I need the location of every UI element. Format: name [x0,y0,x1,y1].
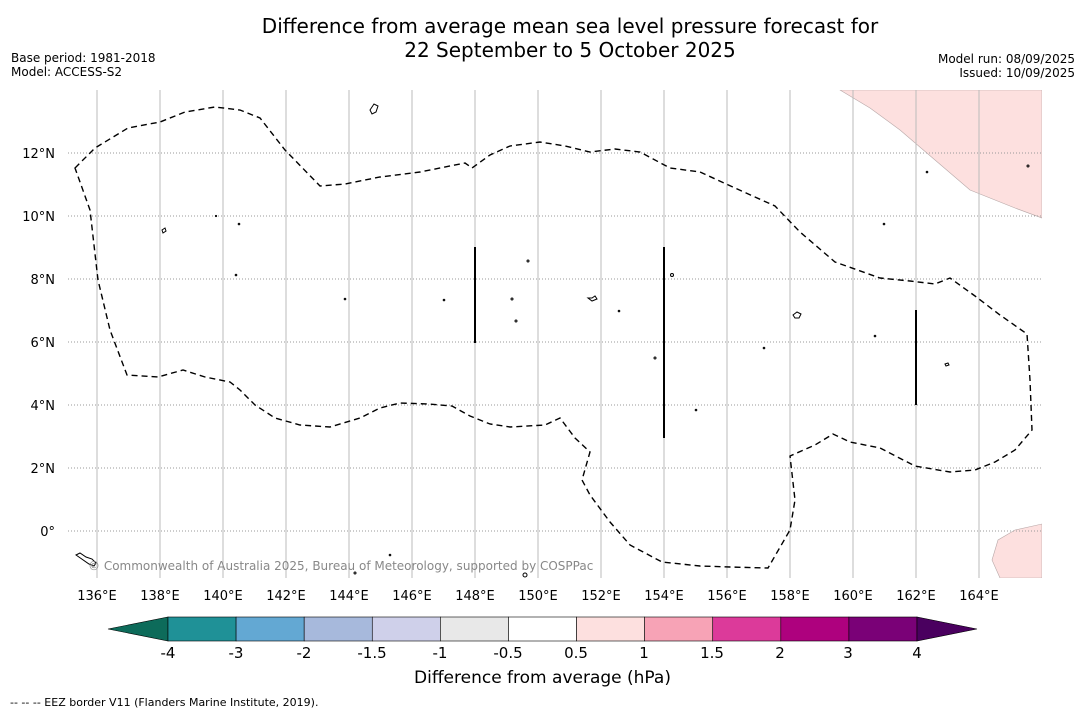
lat-label: 4°N [31,399,56,414]
lon-label: 144°E [329,589,369,604]
lon-label: 158°E [770,589,810,604]
copyright-text: © Commonwealth of Australia 2025, Bureau… [88,559,593,573]
colorbar-tick-label: -3 [229,644,244,662]
colorbar-cell [848,616,918,642]
map-area: © Commonwealth of Australia 2025, Bureau… [68,90,1042,578]
colorbar-cells [167,616,918,642]
colorbar-over-arrow [916,616,978,642]
colorbar-tick-label: -4 [161,644,176,662]
anomaly-region-southeast [991,523,1042,578]
lon-label: 164°E [959,589,999,604]
colorbar-cell [780,616,850,642]
lon-label: 138°E [140,589,180,604]
lat-label: 2°N [31,462,56,477]
lon-label: 150°E [518,589,558,604]
lon-label: 162°E [896,589,936,604]
meta-right: Model run: 08/09/2025 Issued: 10/09/2025 [938,52,1075,80]
chart-title: Difference from average mean sea level p… [0,14,1085,62]
colorbar-tick-label: -2 [297,644,312,662]
colorbar-tick-label: 1 [639,644,649,662]
colorbar-cell [644,616,714,642]
lon-label: 156°E [707,589,747,604]
colorbar-cell [508,616,577,642]
lon-label: 140°E [203,589,243,604]
colorbar-cell [167,616,237,642]
latitude-labels: 12°N 10°N 8°N 6°N 4°N 2°N 0° [22,147,55,540]
colorbar-tick-label: 3 [843,644,853,662]
meta-left: Base period: 1981-2018 Model: ACCESS-S2 [11,51,156,79]
base-period-text: Base period: 1981-2018 [11,51,156,65]
lon-label: 160°E [833,589,873,604]
colorbar-tick-label: 1.5 [700,644,724,662]
colorbar-under-arrow [107,616,169,642]
longitude-labels: 136°E 138°E 140°E 142°E 144°E 146°E 148°… [77,589,999,604]
colorbar-tick-label: 2 [775,644,785,662]
footer-note: -- -- -- EEZ border V11 (Flanders Marine… [10,696,319,709]
colorbar-cell [440,616,509,642]
title-line-2: 22 September to 5 October 2025 [404,38,736,62]
colorbar-cell [303,616,373,642]
colorbar-tick-label: -1 [433,644,448,662]
lat-label: 0° [40,525,55,540]
colorbar-cell [371,616,441,642]
model-run-text: Model run: 08/09/2025 [937,52,1075,66]
lon-label: 148°E [455,589,495,604]
lon-label: 142°E [266,589,306,604]
parallel-lines [68,152,1042,532]
lat-label: 8°N [31,273,56,288]
anomaly-region-northeast [839,90,1042,219]
colorbar-cell [576,616,645,642]
colorbar-tick-labels: -4 -3 -2 -1.5 -1 -0.5 0.5 1 1.5 2 3 4 [161,644,922,662]
colorbar-tick-label: 4 [912,644,922,662]
lon-label: 152°E [581,589,621,604]
lon-label: 154°E [644,589,684,604]
colorbar-label: Difference from average (hPa) [414,668,671,688]
eez-border [74,106,1033,569]
boundary-segments [474,247,917,438]
islands [75,103,1030,578]
lat-label: 10°N [22,210,55,225]
colorbar-tick-label: 0.5 [564,644,588,662]
issued-text: Issued: 10/09/2025 [959,66,1075,80]
lon-label: 146°E [392,589,432,604]
colorbar-cell [712,616,782,642]
colorbar: -4 -3 -2 -1.5 -1 -0.5 0.5 1 1.5 2 3 4 [107,616,978,662]
meridian-lines [96,90,980,578]
colorbar-tick-label: -0.5 [493,644,522,662]
lat-label: 12°N [22,147,55,162]
model-text: Model: ACCESS-S2 [11,65,123,79]
colorbar-cell [235,616,305,642]
lat-label: 6°N [31,336,56,351]
title-line-1: Difference from average mean sea level p… [261,14,879,38]
colorbar-tick-label: -1.5 [357,644,386,662]
lon-label: 136°E [77,589,117,604]
